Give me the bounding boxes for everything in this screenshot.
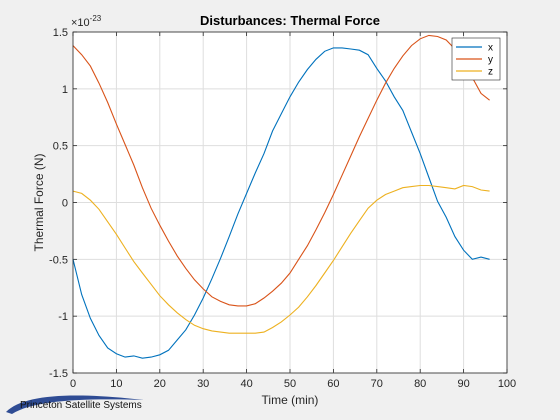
series-line-x — [72, 47, 490, 359]
x-tick-label: 60 — [327, 378, 339, 390]
x-tick-label: 50 — [284, 378, 296, 390]
legend-label-x: x — [488, 43, 493, 54]
x-axis-label: Time (min) — [262, 393, 319, 407]
y-tick-label: 0.5 — [53, 141, 68, 153]
x-tick-label: 80 — [414, 378, 426, 390]
x-tick-label: 0 — [70, 378, 76, 390]
y-tick-label: 1 — [62, 84, 68, 96]
logo-swoosh-icon — [6, 395, 144, 414]
legend-label-z: z — [488, 67, 493, 78]
legend-label-y: y — [488, 55, 493, 66]
series-line-z — [72, 184, 490, 334]
y-tick-label: -0.5 — [49, 254, 68, 266]
axes-box — [72, 31, 508, 374]
y-tick-label: -1.5 — [49, 368, 68, 380]
x-tick-label: 100 — [498, 378, 516, 390]
x-tick-label: 90 — [457, 378, 469, 390]
x-tick-label: 40 — [240, 378, 252, 390]
x-tick-label: 20 — [154, 378, 166, 390]
series-line-y — [72, 34, 490, 307]
y-tick-label: -1 — [58, 311, 68, 323]
y-multiplier: ×10-23 — [71, 14, 102, 29]
logo-text: Princeton Satellite Systems — [20, 400, 142, 411]
x-tick-label: 10 — [110, 378, 122, 390]
y-tick-label: 1.5 — [53, 27, 68, 39]
chart-title: Disturbances: Thermal Force — [200, 13, 380, 28]
y-tick-label: 0 — [62, 198, 68, 210]
y-axis-label: Thermal Force (N) — [32, 153, 46, 251]
x-tick-label: 30 — [197, 378, 209, 390]
x-tick-label: 70 — [371, 378, 383, 390]
